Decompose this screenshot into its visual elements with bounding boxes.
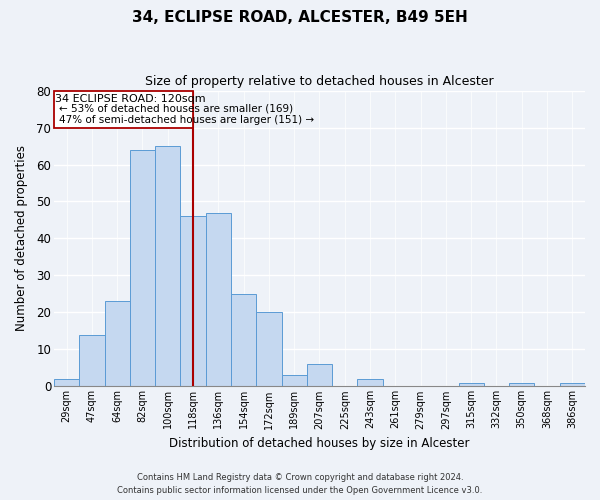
- Text: ← 53% of detached houses are smaller (169): ← 53% of detached houses are smaller (16…: [59, 104, 293, 114]
- Bar: [181, 216, 206, 386]
- Bar: [358, 379, 383, 386]
- Bar: [281, 376, 307, 386]
- Bar: [307, 364, 332, 386]
- FancyBboxPatch shape: [54, 90, 193, 128]
- Text: Contains HM Land Registry data © Crown copyright and database right 2024.
Contai: Contains HM Land Registry data © Crown c…: [118, 474, 482, 495]
- Bar: [206, 212, 231, 386]
- Bar: [509, 382, 535, 386]
- Bar: [560, 382, 585, 386]
- Text: 47% of semi-detached houses are larger (151) →: 47% of semi-detached houses are larger (…: [59, 114, 314, 124]
- Text: 34, ECLIPSE ROAD, ALCESTER, B49 5EH: 34, ECLIPSE ROAD, ALCESTER, B49 5EH: [132, 10, 468, 25]
- X-axis label: Distribution of detached houses by size in Alcester: Distribution of detached houses by size …: [169, 437, 470, 450]
- Bar: [54, 379, 79, 386]
- Text: 34 ECLIPSE ROAD: 120sqm: 34 ECLIPSE ROAD: 120sqm: [55, 94, 205, 104]
- Bar: [79, 334, 104, 386]
- Bar: [130, 150, 155, 386]
- Bar: [104, 302, 130, 386]
- Title: Size of property relative to detached houses in Alcester: Size of property relative to detached ho…: [145, 75, 494, 88]
- Bar: [256, 312, 281, 386]
- Bar: [231, 294, 256, 386]
- Bar: [155, 146, 181, 386]
- Bar: [458, 382, 484, 386]
- Y-axis label: Number of detached properties: Number of detached properties: [15, 146, 28, 332]
